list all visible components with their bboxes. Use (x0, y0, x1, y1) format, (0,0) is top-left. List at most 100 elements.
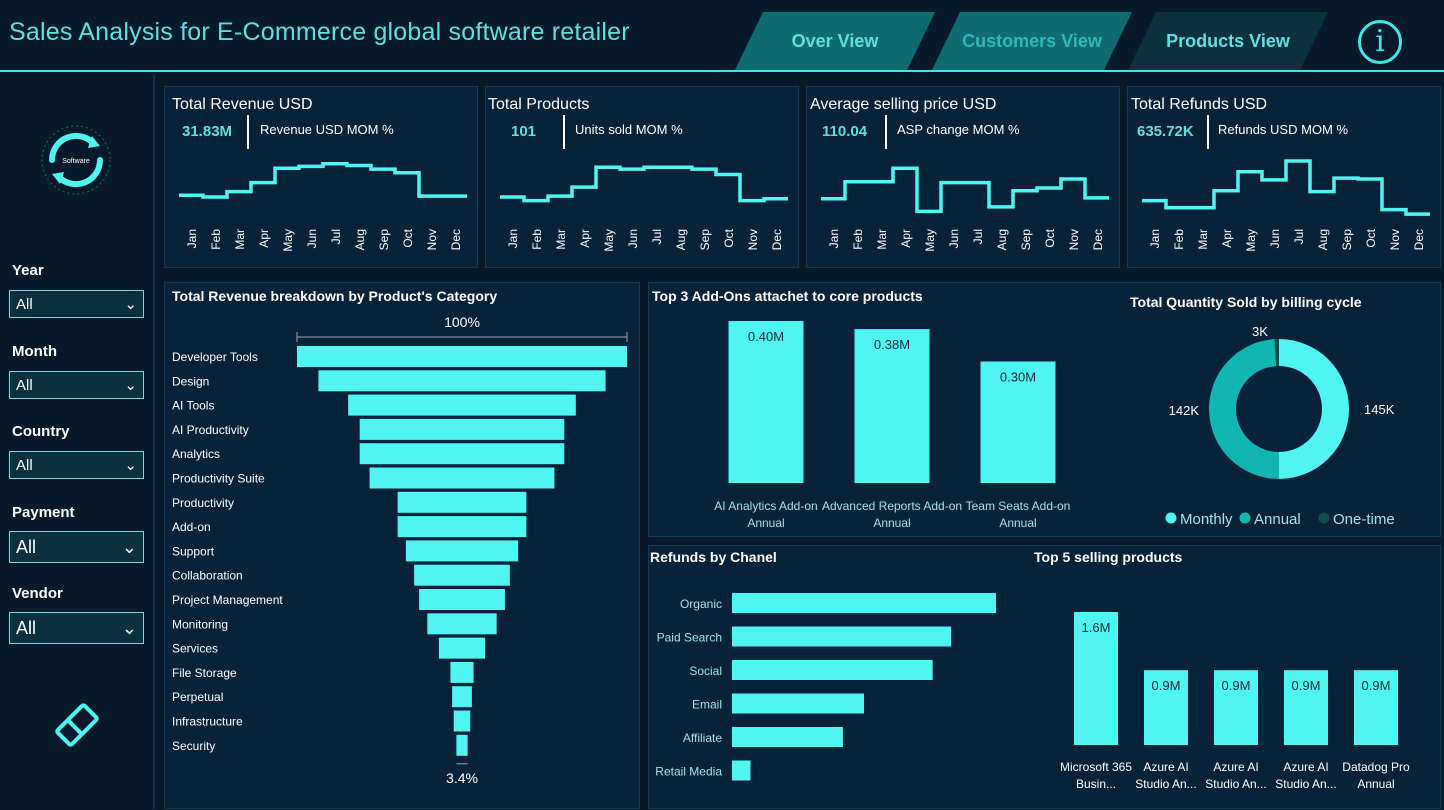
billing-title: Total Quantity Sold by billing cycle (1130, 294, 1362, 310)
month-tick-label: Sep (698, 229, 712, 251)
product-bar (1354, 670, 1398, 745)
refunds-top5-panel: Refunds by Chanel Top 5 selling products… (648, 545, 1441, 809)
month-tick-label: Apr (257, 229, 271, 248)
month-tick-label: Mar (554, 229, 568, 250)
funnel-bar (359, 443, 565, 465)
refund-bar (732, 760, 751, 781)
payment-value: All (16, 536, 37, 557)
month-tick-label: Oct (1364, 228, 1378, 247)
kpi-subtitle: Revenue USD MOM % (260, 122, 394, 137)
kpi-divider (563, 115, 565, 149)
month-tick-label: Mar (233, 229, 247, 250)
kpi-value: 31.83M (182, 123, 233, 140)
product-bar (1214, 670, 1258, 745)
funnel-bar (397, 516, 527, 538)
donut-value-label: 142K (1169, 403, 1200, 418)
refund-bar (732, 593, 996, 613)
product-category-label: Datadog Pro (1342, 760, 1410, 774)
mom-line (179, 161, 467, 199)
units-mom-chart: Jan Feb Mar Apr May Jun Jul Aug Sep Oct Nov Dec (500, 165, 788, 252)
month-tick-label: Nov (1067, 229, 1081, 250)
funnel-category-label: Add-on (172, 520, 211, 534)
month-tick-label: Oct (1043, 228, 1057, 247)
billing-donut-chart: 145K 142K 3K Monthly Annual One-time (1165, 324, 1395, 528)
month-tick-label: Mar (1196, 229, 1210, 250)
vendor-value: All (16, 617, 37, 638)
month-tick-label: Jan (827, 229, 841, 248)
funnel-bar (452, 686, 472, 708)
kpi-value: 110.04 (822, 123, 868, 140)
product-category-label: Microsoft 365 (1060, 760, 1132, 774)
funnel-category-label: Project Management (172, 593, 283, 607)
tab-customers-view[interactable]: Customers View (932, 12, 1132, 70)
vendor-dropdown[interactable]: All ⌄ (9, 612, 144, 644)
refund-channel-label: Organic (680, 597, 722, 611)
month-tick-label: Aug (995, 229, 1009, 250)
month-tick-label: Oct (401, 228, 415, 247)
tab-label: Customers View (962, 30, 1102, 51)
month-tick-label: Sep (1340, 229, 1354, 251)
funnel-bottom-label: 3.4% (446, 770, 478, 786)
addons-title: Top 3 Add-Ons attachet to core products (652, 288, 923, 304)
product-category-label: Azure AI (1143, 760, 1188, 774)
legend-label: One-time (1333, 511, 1395, 528)
tab-label: Over View (791, 30, 879, 51)
product-value-label: 0.9M (1362, 678, 1391, 693)
chevron-down-icon: ⌄ (124, 457, 137, 474)
funnel-category-label: Support (172, 544, 215, 558)
tab-over-view[interactable]: Over View (735, 12, 935, 70)
month-dropdown[interactable]: All ⌄ (9, 371, 144, 399)
month-tick-label: Oct (722, 228, 736, 247)
month-tick-label: Jun (1268, 229, 1282, 248)
month-tick-label: Dec (770, 229, 784, 250)
funnel-bar (359, 418, 565, 440)
kpi-refunds-panel: Total Refunds USD 635.72K Refunds USD MO… (1127, 86, 1441, 268)
chevron-down-icon: ⌄ (124, 377, 137, 394)
top5-title: Top 5 selling products (1034, 549, 1183, 565)
month-tick-label: Apr (899, 229, 913, 248)
month-tick-label: Dec (1091, 229, 1105, 250)
kpi-title: Total Revenue USD (172, 96, 313, 113)
donut-slice (1209, 339, 1279, 479)
month-tick-label: Feb (209, 229, 223, 250)
funnel-category-label: Collaboration (172, 569, 243, 583)
product-bar (1284, 670, 1328, 745)
funnel-bar (397, 491, 527, 513)
year-dropdown[interactable]: All ⌄ (9, 290, 144, 318)
chevron-down-icon: ⌄ (124, 296, 137, 313)
month-tick-label: Aug (353, 229, 367, 250)
legend-swatch (1318, 512, 1330, 524)
funnel-bar (456, 734, 468, 756)
month-tick-label: Jul (650, 229, 664, 244)
donut-slice (1279, 339, 1349, 479)
month-tick-label: Jul (1292, 229, 1306, 244)
addons-billing-panel: Top 3 Add-Ons attachet to core products … (648, 282, 1441, 537)
month-tick-label: May (1244, 229, 1258, 252)
year-value: All (16, 295, 33, 313)
addon-bar (980, 361, 1056, 483)
country-label: Country (12, 423, 70, 440)
mom-line (1142, 159, 1430, 216)
addon-category-label: Annual (999, 516, 1036, 530)
funnel-bar (419, 589, 505, 610)
info-icon[interactable]: i (1358, 20, 1402, 64)
addon-category-label: Advanced Reports Add-on (822, 499, 962, 513)
funnel-title: Total Revenue breakdown by Product's Cat… (172, 288, 498, 304)
sidebar (0, 74, 155, 809)
kpi-subtitle: Units sold MOM % (575, 122, 683, 137)
country-dropdown[interactable]: All ⌄ (9, 451, 144, 479)
month-value: All (16, 376, 33, 394)
month-tick-label: Jan (1148, 229, 1162, 248)
eraser-icon[interactable] (50, 698, 104, 752)
addon-value-label: 0.38M (874, 337, 910, 352)
kpi-revenue-panel: Total Revenue USD 31.83M Revenue USD MOM… (164, 86, 478, 268)
payment-dropdown[interactable]: All ⌄ (9, 531, 144, 563)
addon-bar (854, 329, 930, 483)
month-tick-label: Jan (185, 229, 199, 248)
product-value-label: 0.9M (1292, 678, 1321, 693)
funnel-category-label: Productivity Suite (172, 472, 265, 486)
month-tick-label: Nov (746, 229, 760, 250)
month-tick-label: Sep (1019, 229, 1033, 251)
tab-products-view[interactable]: Products View (1128, 12, 1328, 70)
year-label: Year (12, 262, 44, 279)
